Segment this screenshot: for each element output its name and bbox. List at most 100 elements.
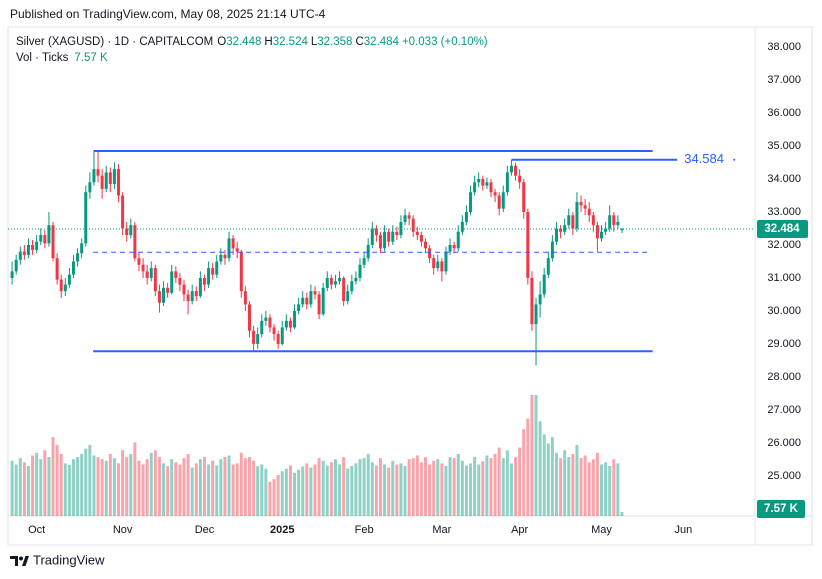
- candle-body: [149, 268, 153, 278]
- last-volume-box: [757, 500, 805, 518]
- volume-bar: [481, 461, 485, 516]
- candle-body: [35, 241, 39, 250]
- candle-body: [100, 175, 104, 189]
- candle-body: [55, 258, 59, 280]
- y-tick-label: 27.000: [767, 404, 801, 416]
- candle-body: [63, 284, 67, 292]
- candle-body: [473, 182, 477, 193]
- candle-body: [215, 261, 219, 275]
- volume-bar: [223, 457, 227, 516]
- candle-body: [493, 192, 497, 196]
- y-tick-label: 38.000: [767, 41, 801, 53]
- candle-body: [80, 243, 84, 254]
- candle-body: [256, 334, 260, 344]
- candle-body: [526, 211, 530, 278]
- candle-body: [194, 291, 198, 297]
- volume-bar: [571, 453, 575, 516]
- volume-bar: [141, 464, 145, 516]
- candle-body: [186, 294, 190, 302]
- candle-body: [485, 182, 489, 186]
- candle-body: [505, 172, 509, 193]
- chart-frame: [7, 26, 813, 546]
- volume-bar: [338, 464, 342, 516]
- volume-bar: [112, 458, 116, 516]
- volume-bar: [272, 479, 276, 516]
- candle-body: [358, 264, 362, 278]
- candle-body: [395, 231, 399, 236]
- volume-bar: [403, 466, 407, 516]
- candle-body: [207, 268, 211, 285]
- volume-bar: [346, 468, 350, 516]
- volume-bar: [620, 512, 624, 516]
- volume-bar: [370, 462, 374, 516]
- volume-bar: [600, 464, 604, 516]
- legend-ohlc-value: 32.484: [364, 36, 400, 48]
- candle-body: [591, 215, 595, 226]
- volume-bar: [575, 444, 579, 516]
- volume-bar: [464, 465, 468, 516]
- candle-body: [325, 277, 329, 288]
- volume-bar: [71, 459, 75, 516]
- volume-bar: [207, 464, 211, 516]
- candle-body: [178, 277, 182, 285]
- volume-bar: [460, 460, 464, 516]
- candle-body: [608, 215, 612, 229]
- volume-bar: [518, 447, 522, 516]
- volume-bar: [440, 463, 444, 516]
- volume-bar: [530, 395, 534, 516]
- volume-bar: [407, 459, 411, 516]
- x-tick-label: Nov: [113, 524, 133, 536]
- candle-body: [338, 277, 342, 282]
- candle-body: [604, 228, 608, 232]
- volume-bar: [497, 447, 501, 516]
- candle-body: [456, 231, 460, 249]
- volume-bar: [231, 464, 235, 516]
- volume-bar: [182, 458, 186, 516]
- x-tick-label: Feb: [355, 524, 374, 536]
- candle-body: [166, 287, 170, 293]
- candle-body: [14, 259, 18, 272]
- candle-body: [559, 228, 563, 232]
- legend-volume-title: Vol · Ticks: [16, 52, 69, 64]
- candle-body: [444, 251, 448, 272]
- candle-body: [157, 291, 161, 303]
- candle-body: [88, 182, 92, 193]
- volume-bar: [39, 459, 43, 516]
- plot-area: [10, 150, 624, 516]
- volume-bar: [546, 443, 550, 516]
- volume-bar: [378, 458, 382, 516]
- y-tick-label: 28.000: [767, 371, 801, 383]
- candle-body: [346, 291, 350, 302]
- volume-bar: [305, 463, 309, 516]
- legend-volume: Vol · Ticks 7.57 K: [16, 52, 108, 64]
- candle-body: [252, 330, 256, 344]
- volume-bar: [67, 464, 71, 516]
- volume-bar: [591, 459, 595, 516]
- candle-body: [342, 277, 346, 302]
- legend-ohlc-letter: C: [355, 36, 363, 48]
- volume-bar: [137, 460, 141, 516]
- volume-bar: [51, 437, 55, 516]
- volume-bar: [239, 452, 243, 516]
- candle-body: [227, 238, 231, 259]
- volume-bar: [559, 458, 563, 516]
- candle-body: [305, 297, 309, 305]
- candle-body: [145, 271, 149, 278]
- candle-body: [366, 244, 370, 259]
- candle-body: [464, 211, 468, 222]
- volume-bar: [604, 462, 608, 516]
- volume-bar: [333, 459, 337, 516]
- volume-bar: [567, 457, 571, 516]
- candle-body: [92, 169, 96, 183]
- volume-bar: [268, 481, 272, 516]
- candle-body: [76, 253, 80, 262]
- volume-bar: [358, 459, 362, 516]
- candle-body: [350, 281, 354, 292]
- volume-bar: [383, 464, 387, 516]
- volume-bar: [55, 444, 59, 516]
- candle-body: [137, 258, 141, 265]
- volume-bar: [309, 467, 313, 516]
- y-tick-label: 36.000: [767, 107, 801, 119]
- candle-body: [243, 291, 247, 305]
- candle-body: [18, 251, 22, 260]
